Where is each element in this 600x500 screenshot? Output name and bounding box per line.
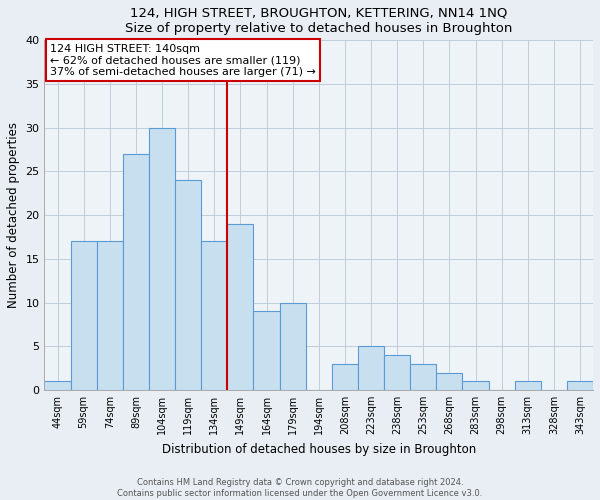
Title: 124, HIGH STREET, BROUGHTON, KETTERING, NN14 1NQ
Size of property relative to de: 124, HIGH STREET, BROUGHTON, KETTERING, … — [125, 7, 512, 35]
Bar — [515, 381, 541, 390]
Bar — [253, 312, 280, 390]
Bar — [201, 242, 227, 390]
Bar — [44, 381, 71, 390]
Bar — [567, 381, 593, 390]
Bar — [123, 154, 149, 390]
Text: Contains HM Land Registry data © Crown copyright and database right 2024.
Contai: Contains HM Land Registry data © Crown c… — [118, 478, 482, 498]
Bar — [97, 242, 123, 390]
X-axis label: Distribution of detached houses by size in Broughton: Distribution of detached houses by size … — [161, 442, 476, 456]
Bar — [358, 346, 384, 390]
Bar — [410, 364, 436, 390]
Bar — [175, 180, 201, 390]
Bar — [463, 381, 488, 390]
Text: 124 HIGH STREET: 140sqm
← 62% of detached houses are smaller (119)
37% of semi-d: 124 HIGH STREET: 140sqm ← 62% of detache… — [50, 44, 316, 77]
Bar — [436, 372, 463, 390]
Bar — [384, 355, 410, 390]
Bar — [71, 242, 97, 390]
Y-axis label: Number of detached properties: Number of detached properties — [7, 122, 20, 308]
Bar — [280, 302, 306, 390]
Bar — [149, 128, 175, 390]
Bar — [227, 224, 253, 390]
Bar — [332, 364, 358, 390]
